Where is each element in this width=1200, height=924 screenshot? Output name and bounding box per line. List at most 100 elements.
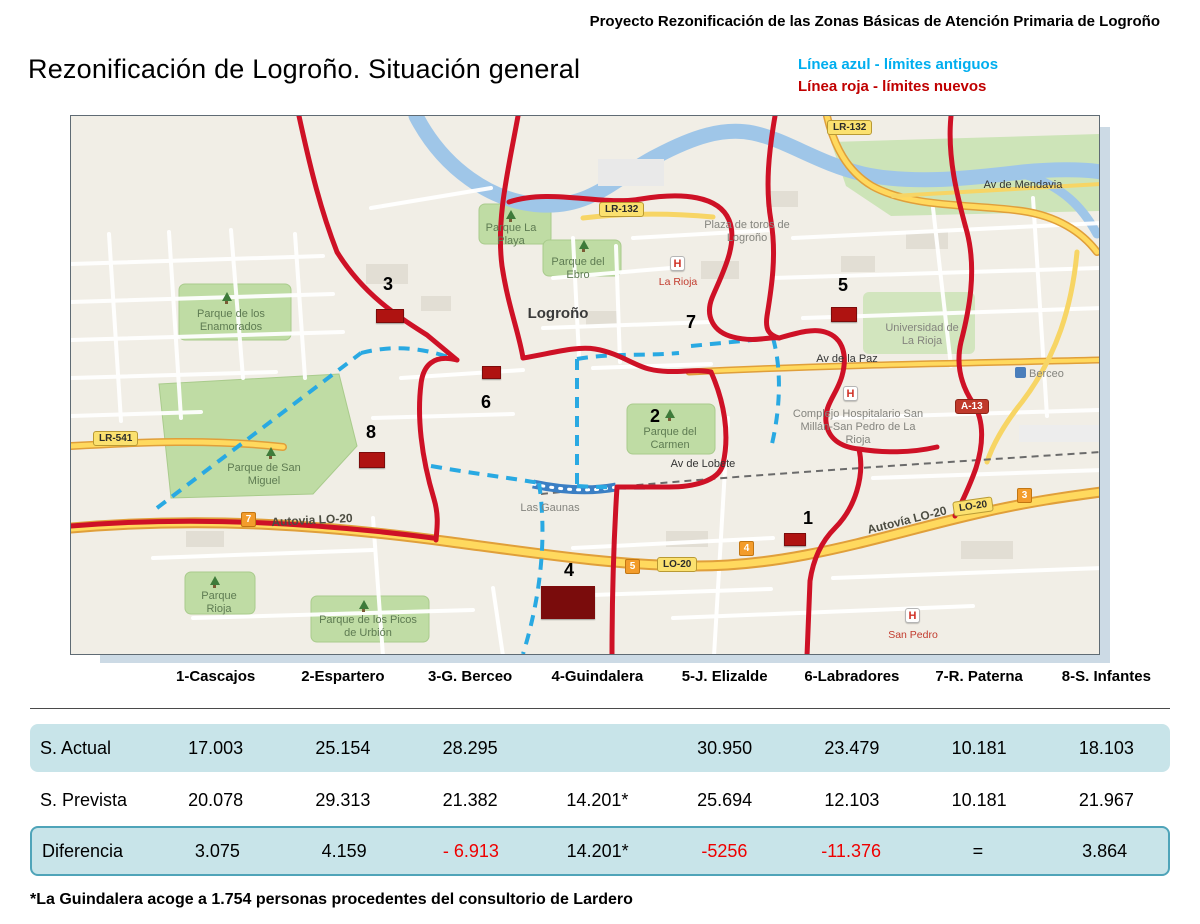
map-image: LR-132 LR-132 LR-541 LO-20 LO-20 A-13 7 … (70, 115, 1100, 655)
table-cell: 10.181 (951, 737, 1007, 758)
zone-marker-1: 1 (802, 508, 813, 528)
table-row-diferencia: Diferencia 3.075 4.159 - 6.913 14.201* -… (30, 826, 1170, 876)
zone-name: 8-S. Infantes (1061, 667, 1151, 685)
table-cell: 28.295 (442, 737, 498, 758)
zone-marker-4: 4 (563, 560, 574, 580)
exit-number-badge: 5 (625, 559, 640, 574)
table-cell: 3.864 (1082, 840, 1128, 861)
table-cell: 14.201* (566, 789, 629, 810)
table-cell: 10.181 (951, 789, 1007, 810)
berceo-poi-icon (1015, 367, 1026, 378)
map-label-autovia-lo20-right: Autovía LO-20 (865, 503, 949, 537)
row-label: Diferencia (42, 840, 124, 861)
exit-number-badge: 7 (241, 512, 256, 527)
map-label-layer: LR-132 LR-132 LR-541 LO-20 LO-20 A-13 7 … (71, 116, 1099, 654)
table-cell: 25.694 (697, 789, 753, 810)
table-cell: 20.078 (188, 789, 244, 810)
tree-icon (210, 576, 220, 588)
table-cell: = (972, 840, 984, 861)
guindalera-area-marker (541, 586, 595, 619)
table-cell: 17.003 (188, 737, 244, 758)
road-badge-lr132: LR-132 (827, 120, 873, 135)
map-label-hospital-la-rioja: La Rioja (658, 276, 698, 288)
health-center-marker (376, 309, 404, 323)
hospital-icon: H (905, 608, 920, 623)
zone-name: 6-Labradores (804, 667, 900, 685)
map-label-autovia-lo20-left: Autovia LO-20 (270, 510, 353, 530)
map-label-parque-del-ebro: Parque del Ebro (551, 256, 605, 281)
table-row-s-actual: S. Actual 17.003 25.154 28.295 30.950 23… (30, 724, 1170, 772)
zone-name: 1-Cascajos (176, 667, 256, 685)
hospital-icon: H (670, 256, 685, 271)
map-label-av-de-lobete: Av de Lobete (670, 458, 736, 470)
tree-icon (506, 210, 516, 222)
zone-name: 7-R. Paterna (935, 667, 1023, 685)
divider-line (30, 708, 1170, 709)
zone-name: 5-J. Elizalde (681, 667, 768, 685)
road-badge-a13: A-13 (955, 399, 989, 414)
table-cell: 14.201* (566, 840, 629, 861)
map-label-berceo: Berceo (1029, 368, 1064, 380)
table-row-s-prevista: S. Prevista 20.078 29.313 21.382 14.201*… (30, 776, 1170, 824)
table-cell-negative: - 6.913 (442, 840, 499, 861)
table-cell: 21.382 (442, 789, 498, 810)
map-legend: Línea azul - límites antiguos Línea roja… (798, 54, 998, 98)
table-cell: 12.103 (824, 789, 880, 810)
tree-icon (579, 240, 589, 252)
road-badge-lr132: LR-132 (599, 202, 645, 217)
table-cell: 3.075 (194, 840, 240, 861)
page-title: Rezonificación de Logroño. Situación gen… (28, 54, 581, 84)
map-label-parque-rioja: Parque Rioja (201, 590, 237, 615)
hospital-icon: H (843, 386, 858, 401)
map-label-parque-la-playa: Parque La Playa (485, 222, 537, 247)
map-label-parque-del-carmen: Parque del Carmen (643, 426, 697, 451)
zone-marker-6: 6 (480, 392, 491, 412)
map: LR-132 LR-132 LR-541 LO-20 LO-20 A-13 7 … (70, 115, 1110, 663)
table-cell-negative: -5256 (701, 840, 748, 861)
zone-marker-2: 2 (649, 406, 660, 426)
map-label-parque-san-miguel: Parque de San Miguel (227, 462, 301, 487)
map-label-las-gaunas: Las Gaunas (520, 502, 580, 514)
row-label: S. Prevista (40, 789, 128, 810)
zone-marker-7: 7 (685, 312, 696, 332)
zone-name: 2-Espartero (301, 667, 385, 685)
map-graphic (71, 116, 1099, 654)
map-label-av-mendavia: Av de Mendavia (983, 179, 1063, 191)
health-center-marker (359, 452, 385, 468)
project-title: Proyecto Rezonificación de las Zonas Bás… (589, 13, 1160, 30)
table-cell: 29.313 (315, 789, 371, 810)
tree-icon (222, 292, 232, 304)
health-center-marker (482, 366, 501, 379)
exit-number-badge: 4 (739, 541, 754, 556)
exit-number-badge: 3 (1017, 488, 1032, 503)
table-cell: 18.103 (1078, 737, 1134, 758)
table-cell: 25.154 (315, 737, 371, 758)
table-cell-negative: -11.376 (821, 840, 881, 861)
map-label-san-pedro: San Pedro (888, 629, 938, 641)
table-cell: 4.159 (321, 840, 367, 861)
row-label: S. Actual (40, 737, 112, 758)
table-cell: 21.967 (1078, 789, 1134, 810)
health-center-marker (784, 533, 806, 546)
zone-name: 3-G. Berceo (428, 667, 513, 685)
table-cell: 23.479 (824, 737, 880, 758)
map-label-av-de-la-paz: Av de la Paz (816, 353, 878, 365)
map-label-complejo-hospitalario: Complejo Hospitalario San Millán-San Ped… (792, 408, 924, 446)
footnote: *La Guindalera acoge a 1.754 personas pr… (30, 891, 633, 908)
tree-icon (266, 447, 276, 459)
tree-icon (665, 409, 675, 421)
map-label-universidad: Universidad de La Rioja (885, 322, 959, 347)
zone-name: 4-Guindalera (551, 667, 644, 685)
health-center-marker (831, 307, 857, 322)
legend-new-limits: Línea roja - límites nuevos (798, 77, 987, 95)
zone-marker-8: 8 (365, 422, 376, 442)
legend-old-limits: Línea azul - límites antiguos (798, 56, 999, 73)
map-label-city-logrono: Logroño (527, 305, 589, 322)
map-label-parque-enamorados: Parque de los Enamorados (197, 308, 265, 333)
zone-legend-row: 1-Cascajos 2-Espartero 3-G. Berceo 4-Gui… (30, 664, 1170, 688)
tree-icon (359, 600, 369, 612)
road-badge-lo20: LO-20 (657, 557, 698, 572)
map-label-plaza-de-toros: Plaza de toros de Logroño (704, 219, 790, 244)
map-label-picos-de-urbion: Parque de los Picos de Urbión (319, 614, 417, 639)
table-cell: 30.950 (697, 737, 753, 758)
